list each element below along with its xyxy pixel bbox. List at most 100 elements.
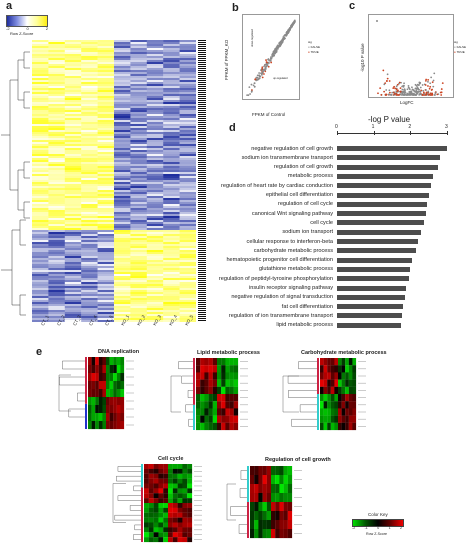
small-heatmap: [112, 464, 202, 543]
color-key-tick: 0: [26, 26, 29, 31]
category-label: glutathione metabolic process: [258, 266, 333, 273]
heatmap-title: Lipid metabolic process: [197, 350, 260, 356]
up-annotation: up-regulated: [273, 77, 288, 80]
bar: [337, 239, 418, 244]
panel-c-xlabel: LogFC: [400, 100, 414, 105]
category-label: canonical Wnt signaling pathway: [251, 210, 333, 217]
bar: [337, 211, 426, 217]
panel-b-ylabel: FPKM of FPKM_KO: [224, 39, 229, 80]
bar: [337, 322, 402, 328]
category-label: regulation of ion transmembrane transpor…: [228, 312, 333, 319]
color-key-ticks: -2 -1 0 1 2: [352, 526, 402, 530]
panel-b-letter: b: [232, 2, 239, 14]
color-key-gradient: [352, 519, 404, 527]
bar: [337, 192, 429, 198]
x-tick-label: 1: [371, 124, 375, 130]
color-key-gradient: [6, 15, 48, 27]
color-key-tick: 2: [45, 26, 48, 31]
color-key-ticks: -2 0 2: [6, 26, 48, 31]
color-key-label: Row Z-Score: [366, 532, 387, 536]
small-heatmap: [282, 358, 366, 431]
small-heatmap: [226, 466, 302, 539]
color-key-tick: 1: [388, 526, 391, 530]
category-label: regulation of cell cycle: [277, 201, 333, 208]
heatmap-title: Cell cycle: [158, 456, 184, 462]
panel-a-color-key: -2 0 2 Row Z-Score: [6, 15, 48, 37]
small-heatmap: [170, 358, 248, 431]
category-label: negative regulation of signal transducti…: [231, 294, 333, 301]
small-heatmap: [58, 357, 134, 430]
color-key-tick: -2: [6, 26, 10, 31]
category-label: metabolic process: [287, 173, 333, 180]
x-tick-label: 2: [408, 124, 412, 130]
category-label: negative regulation of cell growth: [251, 145, 333, 152]
panel-a-letter: a: [6, 0, 13, 12]
color-key-tick: -1: [364, 526, 368, 530]
x-tick: [410, 131, 412, 135]
color-key-label: Row Z-Score: [10, 31, 34, 36]
heatmap-title: Regulation of cell growth: [265, 457, 331, 463]
legend-title: sig: [454, 40, 458, 44]
legend-item: ● TRUE: [454, 50, 465, 54]
category-label: regulation of heart rate by cardiac cond…: [221, 182, 333, 189]
down-annotation: down-regulated: [251, 29, 254, 47]
panel-e-letter: e: [36, 346, 43, 358]
panel-b-legend: sig ● FALSE ● TRUE: [308, 40, 320, 55]
bar: [337, 155, 441, 161]
x-tick-label: 3: [445, 124, 448, 130]
bar: [337, 248, 416, 254]
category-label: hematopoietic progenitor cell differenti…: [226, 257, 333, 264]
bar: [337, 285, 406, 291]
category-label: cellular response to interferon-beta: [246, 238, 333, 245]
color-key-tick: 2: [399, 526, 402, 530]
color-key-tick: 0: [377, 526, 380, 530]
category-label: carbohydrate metabolic process: [253, 247, 333, 254]
x-tick-label: 0: [335, 124, 338, 130]
category-label: regulation of peptidyl-tyrosine phosphor…: [218, 275, 333, 282]
x-tick: [447, 131, 448, 135]
panel-d-title: -log P value: [368, 115, 411, 124]
panel-a-heatmap: [32, 40, 196, 322]
category-label: sodium ion transmembrane transport: [241, 154, 333, 161]
category-label: lipid metabolic process: [276, 322, 333, 329]
category-label: epithelial cell differentiation: [265, 192, 333, 198]
panel-c-volcano: [376, 20, 444, 96]
category-label: insulin receptor signaling pathway: [249, 285, 333, 291]
heatmap-title: Carbohydrate metabolic process: [301, 350, 387, 356]
bar: [337, 146, 447, 151]
x-tick: [373, 131, 375, 135]
bar: [337, 276, 409, 282]
legend-title: sig: [308, 40, 312, 44]
bar: [337, 294, 405, 300]
category-label: regulation of cell growth: [273, 164, 333, 171]
color-key-tick: -2: [352, 526, 356, 530]
panel-b-plot: down-regulated up-regulated: [242, 14, 300, 100]
panel-c-ylabel: -log10 P value: [360, 43, 365, 72]
panel-e-color-key: Color Key -2 -1 0 1 2 Row Z-Score: [350, 512, 406, 542]
panel-d-axis-line: [337, 133, 447, 134]
category-label: fat cell differentiation: [281, 303, 333, 310]
color-key-title: Color Key: [368, 512, 388, 517]
bar: [337, 313, 403, 319]
legend-item: ● FALSE: [308, 45, 320, 49]
category-label: sodium ion transport: [282, 229, 333, 236]
bar: [337, 164, 438, 170]
bar: [337, 266, 410, 272]
panel-a-side-bar: [198, 40, 206, 322]
bar: [337, 220, 425, 226]
legend-item: ● FALSE: [454, 45, 466, 49]
legend-item: ● TRUE: [308, 50, 319, 54]
panel-c-legend: sig ● FALSE ● TRUE: [454, 40, 466, 55]
panel-b-xlabel: FPKM of Control: [252, 112, 286, 117]
panel-a-column-labels: CT_1 CT_2 CT_3 CT_4 CT_5 KO_1 KO_2 KO_3 …: [32, 314, 196, 342]
bar: [337, 257, 413, 263]
panel-a-dendrogram: [1, 51, 30, 316]
panel-d-letter: d: [229, 122, 236, 134]
bar: [337, 229, 421, 235]
x-tick: [337, 131, 338, 135]
bar: [337, 304, 403, 310]
bar: [337, 173, 434, 179]
panel-c-plot: [368, 14, 454, 98]
heatmap-title: DNA replication: [98, 349, 140, 355]
panel-c-letter: c: [349, 0, 356, 12]
